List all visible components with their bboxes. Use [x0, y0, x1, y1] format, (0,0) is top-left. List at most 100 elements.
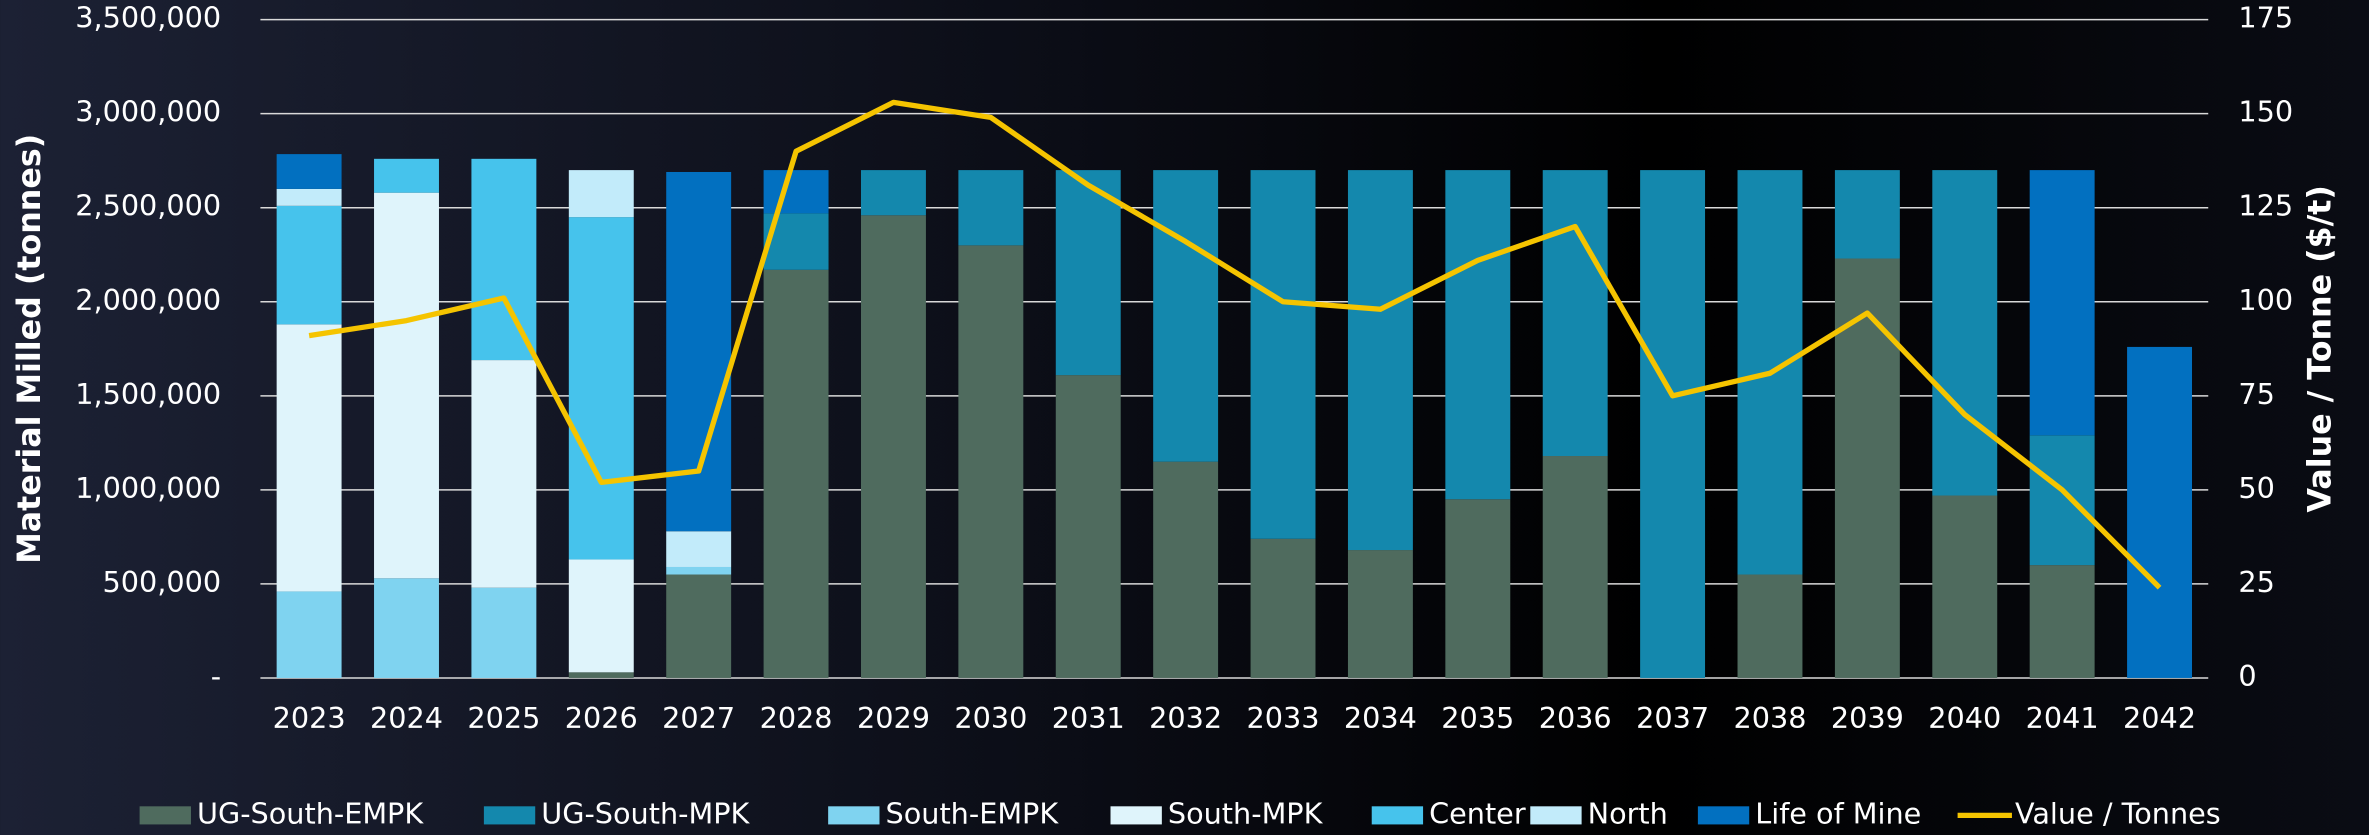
- y-tick-label: 1,000,000: [75, 471, 221, 505]
- x-tick-label: 2028: [760, 701, 833, 735]
- y2-tick-label: 100: [2238, 283, 2293, 317]
- x-tick-label: 2030: [954, 701, 1027, 735]
- legend-label: UG-South-MPK: [541, 796, 750, 830]
- bar-segment: [2127, 346, 2193, 678]
- bar-segment: [568, 672, 634, 678]
- bar-segment: [374, 578, 439, 678]
- bar-segment: [2029, 170, 2095, 436]
- y-tick-label: 2,500,000: [75, 189, 221, 223]
- bar-segment: [1932, 170, 1998, 496]
- y2-tick-label: 0: [2238, 659, 2256, 693]
- y2-tick-label: 75: [2238, 377, 2274, 411]
- legend-swatch: [483, 806, 536, 825]
- bar-segment: [471, 360, 537, 588]
- y-tick-label: 500,000: [103, 565, 222, 599]
- bar-segment: [2029, 565, 2095, 678]
- x-tick-label: 2041: [2026, 701, 2099, 735]
- y-axis-title: Material Milled (tonnes): [12, 134, 48, 564]
- bar-segment: [1640, 170, 1706, 678]
- bar-segment: [1737, 574, 1803, 678]
- bar-segment: [1055, 375, 1121, 678]
- bar-segment: [276, 324, 342, 592]
- x-tick-label: 2023: [273, 701, 346, 735]
- bar-segment: [1932, 495, 1998, 678]
- bar-segment: [276, 188, 342, 206]
- x-tick-label: 2031: [1052, 701, 1125, 735]
- bar-segment: [1542, 456, 1608, 678]
- bar-segment: [568, 170, 634, 218]
- bar-segment: [1153, 461, 1219, 678]
- bar-segment: [1347, 170, 1413, 551]
- legend-label: UG-South-EMPK: [197, 796, 424, 830]
- bar-segment: [1347, 550, 1413, 678]
- y2-tick-label: 175: [2238, 1, 2293, 35]
- bar-segment: [1055, 170, 1121, 376]
- bar-segment: [1834, 170, 1900, 259]
- bar-segment: [763, 269, 829, 678]
- x-tick-label: 2039: [1831, 701, 1904, 735]
- legend-swatch: [1697, 806, 1750, 825]
- bar-segment: [276, 591, 342, 678]
- bar-segment: [276, 154, 342, 189]
- y-tick-label: 3,000,000: [75, 95, 221, 129]
- x-tick-label: 2042: [2123, 701, 2196, 735]
- y2-tick-label: 25: [2238, 565, 2274, 599]
- legend-label: Center: [1429, 796, 1526, 830]
- bar-segment: [568, 559, 634, 673]
- x-tick-label: 2036: [1539, 701, 1612, 735]
- bar-segment: [860, 215, 926, 678]
- x-tick-label: 2040: [1928, 701, 2001, 735]
- legend-swatch: [1110, 806, 1162, 825]
- legend-swatch: [1530, 806, 1582, 825]
- bar-segment: [276, 205, 342, 325]
- y2-tick-label: 150: [2238, 95, 2293, 129]
- x-tick-label: 2026: [565, 701, 638, 735]
- y2-tick-label: 50: [2238, 471, 2274, 505]
- legend-label: South-EMPK: [886, 796, 1060, 830]
- bar-segment: [1445, 170, 1511, 500]
- legend-label: Life of Mine: [1755, 796, 1921, 830]
- bar-segment: [860, 170, 926, 216]
- bar-segment: [1250, 538, 1316, 678]
- bar-segment: [568, 217, 634, 560]
- legend-swatch: [139, 806, 191, 825]
- x-tick-label: 2024: [370, 701, 443, 735]
- y-tick-label: 3,500,000: [75, 1, 221, 35]
- x-tick-label: 2035: [1441, 701, 1514, 735]
- bar-segment: [958, 170, 1024, 246]
- bar-segment: [1834, 258, 1900, 678]
- bar-segment: [1542, 170, 1608, 457]
- bar-segment: [666, 566, 732, 575]
- bar-segment: [666, 574, 732, 678]
- x-tick-label: 2034: [1344, 701, 1417, 735]
- y-tick-label: 2,000,000: [75, 283, 221, 317]
- x-tick-label: 2037: [1636, 701, 1709, 735]
- y2-axis-title: Value / Tonne ($/t): [2302, 185, 2338, 512]
- bar-segment: [666, 171, 732, 532]
- line: [308, 99, 2162, 590]
- legend-label: North: [1588, 796, 1668, 830]
- bar-segment: [471, 587, 537, 678]
- y2-tick-label: 125: [2238, 189, 2293, 223]
- bar-segment: [471, 158, 537, 361]
- bar-segment: [2029, 435, 2095, 566]
- y-tick-label: -: [211, 659, 221, 693]
- bar-segment: [763, 170, 829, 214]
- legend-swatch: [1371, 806, 1424, 825]
- bar-segment: [958, 245, 1024, 678]
- x-tick-label: 2029: [857, 701, 930, 735]
- y-tick-label: 1,500,000: [75, 377, 221, 411]
- bar-segment: [666, 531, 732, 567]
- legend-swatch: [828, 806, 880, 825]
- x-tick-label: 2032: [1149, 701, 1222, 735]
- legend-label: South-MPK: [1168, 796, 1324, 830]
- legend-label: Value / Tonnes: [2015, 796, 2221, 830]
- bar-segment: [374, 192, 439, 579]
- x-tick-label: 2038: [1733, 701, 1806, 735]
- bar-segment: [1153, 170, 1219, 462]
- x-tick-label: 2027: [662, 701, 735, 735]
- bar-segment: [374, 158, 439, 193]
- bar-segment: [1250, 170, 1316, 539]
